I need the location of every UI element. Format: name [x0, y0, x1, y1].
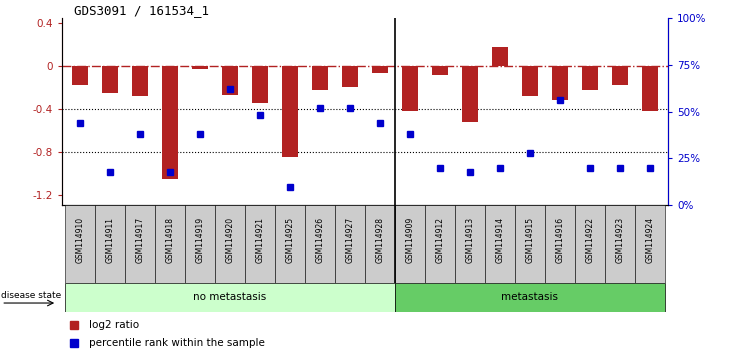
Bar [215, 205, 245, 283]
Bar [275, 205, 305, 283]
Bar [635, 205, 665, 283]
Bar [522, 66, 538, 96]
Bar [305, 205, 335, 283]
Text: GSM114911: GSM114911 [106, 217, 115, 263]
Bar [372, 66, 388, 73]
Bar [605, 205, 635, 283]
Bar [612, 66, 629, 85]
Text: GSM114914: GSM114914 [496, 217, 504, 263]
Bar [65, 283, 395, 312]
Bar [492, 47, 508, 66]
Text: GSM114927: GSM114927 [345, 217, 355, 263]
Text: GSM114925: GSM114925 [285, 217, 294, 263]
Bar [101, 66, 118, 93]
Bar [282, 66, 299, 157]
Text: percentile rank within the sample: percentile rank within the sample [89, 338, 265, 348]
Text: GSM114923: GSM114923 [615, 217, 624, 263]
Text: GSM114910: GSM114910 [75, 217, 85, 263]
Bar [431, 66, 448, 75]
Text: GSM114924: GSM114924 [645, 217, 655, 263]
Bar [545, 205, 575, 283]
Bar [335, 205, 365, 283]
Bar [155, 205, 185, 283]
Text: no metastasis: no metastasis [193, 292, 266, 302]
Text: GSM114918: GSM114918 [166, 217, 174, 263]
Bar [402, 66, 418, 111]
Bar [515, 205, 545, 283]
Text: metastasis: metastasis [502, 292, 558, 302]
Bar [395, 205, 425, 283]
Text: GSM114913: GSM114913 [466, 217, 474, 263]
Bar [552, 66, 568, 100]
Bar [95, 205, 125, 283]
Bar [72, 66, 88, 85]
Bar [185, 205, 215, 283]
Bar [395, 283, 665, 312]
Bar [582, 66, 598, 90]
Text: GSM114919: GSM114919 [196, 217, 204, 263]
Bar [312, 66, 328, 90]
Text: GSM114915: GSM114915 [526, 217, 534, 263]
Text: GSM114928: GSM114928 [375, 217, 385, 263]
Text: GSM114922: GSM114922 [585, 217, 594, 263]
Bar [485, 205, 515, 283]
Text: GSM114916: GSM114916 [556, 217, 564, 263]
Bar [222, 66, 238, 95]
Bar [642, 66, 658, 111]
Text: GSM114909: GSM114909 [405, 217, 415, 263]
Bar [245, 205, 275, 283]
Bar [65, 205, 95, 283]
Text: log2 ratio: log2 ratio [89, 320, 139, 330]
Bar [252, 66, 268, 103]
Text: GSM114917: GSM114917 [136, 217, 145, 263]
Bar [462, 66, 478, 122]
Text: disease state: disease state [1, 291, 61, 301]
Bar [425, 205, 455, 283]
Bar [192, 66, 208, 69]
Bar [575, 205, 605, 283]
Bar [162, 66, 178, 178]
Bar [132, 66, 148, 96]
Text: GDS3091 / 161534_1: GDS3091 / 161534_1 [74, 4, 210, 17]
Bar [365, 205, 395, 283]
Text: GSM114926: GSM114926 [315, 217, 325, 263]
Text: GSM114920: GSM114920 [226, 217, 234, 263]
Bar [455, 205, 485, 283]
Text: GSM114912: GSM114912 [436, 217, 445, 263]
Bar [125, 205, 155, 283]
Text: GSM114921: GSM114921 [255, 217, 264, 263]
Bar [342, 66, 358, 87]
